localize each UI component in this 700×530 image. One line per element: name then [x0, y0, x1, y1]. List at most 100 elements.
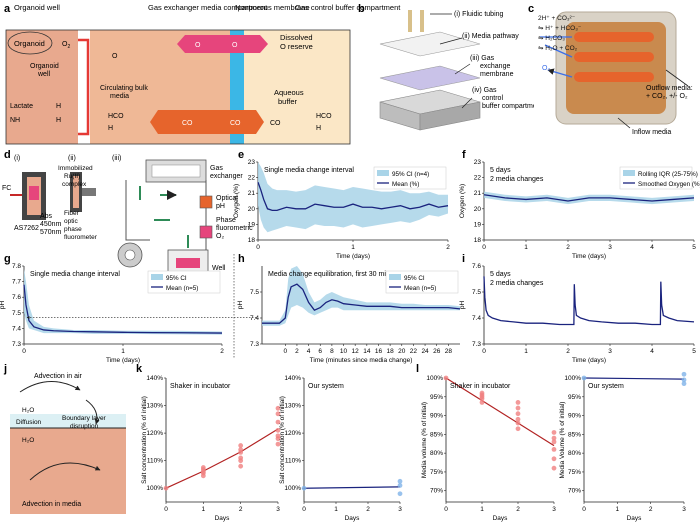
- data-point: [515, 400, 521, 405]
- x-tick-label: 1: [524, 348, 528, 355]
- y-tick-label: 70%: [430, 488, 443, 495]
- legend-ci-label: 95% CI (n=4): [392, 171, 429, 178]
- d-sub-i: (i): [14, 155, 20, 162]
- legend-swatch-ci: [377, 170, 389, 176]
- y-axis-label: Media volume (% of initial): [421, 402, 428, 478]
- well-label: Well: [212, 265, 226, 272]
- y-tick-label: 120%: [146, 430, 163, 437]
- hplus-label-1: H: [56, 103, 61, 110]
- x-tick-label: 26: [433, 348, 441, 355]
- y-tick-label: 100%: [564, 375, 581, 382]
- channel-1: [574, 32, 654, 42]
- y-tick-label: 90%: [430, 413, 443, 420]
- x-tick-label: 0: [444, 506, 448, 513]
- h2o-top-label: H₂O: [22, 407, 34, 414]
- panel-label-h: h: [238, 253, 245, 265]
- nh4-label: NH: [10, 117, 20, 124]
- x-tick-label: 5: [692, 244, 696, 251]
- legend-mean-label: Mean (n=5): [166, 285, 198, 292]
- x-tick-label: 2: [239, 506, 243, 513]
- y-tick-label: 7.6: [472, 263, 481, 270]
- top-plate: [379, 31, 481, 57]
- eq-line-4: ⇋ H₂O + CO₂: [538, 45, 578, 52]
- x-tick-label: 16: [375, 348, 383, 355]
- y-tick-label: 7.8: [12, 263, 21, 270]
- disruption-arrow: [85, 399, 100, 425]
- x-tick-label: 6: [318, 348, 322, 355]
- outflow-label: Outflow media: + CO₂, +/- O₂: [646, 85, 693, 100]
- legend-mean-label: Mean (%): [392, 181, 419, 188]
- y-axis-label: Salt concentration (% of initial): [279, 396, 286, 484]
- chart-i: 0 1 2 3 4 5 7.3 7.4 7.5 7.6 Time (days) pH 5 days 2 m…: [459, 263, 696, 364]
- data-point: [581, 375, 587, 381]
- panel-label-d: d: [4, 149, 11, 161]
- abs-label: Abs 450nm 570nm: [40, 213, 62, 236]
- chart-title: Shaker in incubator: [170, 383, 231, 390]
- x-tick-label: 1: [616, 506, 620, 513]
- x-tick-label: 2: [220, 348, 224, 355]
- o2-media-label: O: [112, 53, 118, 60]
- y-tick-label: 110%: [147, 458, 163, 465]
- y-axis-label: Oxygen (%): [233, 184, 240, 218]
- label-b-iii: (iii) Gas exchange membrane: [470, 55, 514, 78]
- x-tick-label: 2: [566, 244, 570, 251]
- hplus-left-label: H: [108, 125, 113, 132]
- y-tick-label: 20: [474, 206, 482, 213]
- y-tick-label: 22: [474, 175, 482, 182]
- y-tick-label: 7.5: [472, 289, 481, 296]
- panel-j: j Advection in air H₂O Diffusion H₂O Bou…: [3, 363, 126, 514]
- chart-title: Single media change interval: [30, 271, 120, 278]
- channel-3: [574, 72, 654, 82]
- panel-c: c 2H⁺ + CO₃²⁻ ⇋ H⁺ + HCO₃⁻ ⇋ H₂CO₃ ⇋ H₂O…: [528, 3, 698, 140]
- data-point: [515, 426, 521, 432]
- co2-exchange-arrow: [150, 110, 264, 134]
- x-tick-label: 3: [682, 506, 686, 513]
- ru-label: Immobilized Ru(II) complex: [58, 165, 93, 188]
- label-b-i: (i) Fluidic tubing: [454, 11, 504, 18]
- chart-title: Single media change interval: [264, 167, 354, 174]
- panel-label-e: e: [238, 149, 244, 161]
- data-point: [443, 375, 449, 381]
- data-point: [163, 485, 169, 491]
- legend-box: [385, 270, 459, 294]
- y-tick-label: 140%: [284, 375, 301, 382]
- circulating-media-label: Circulating bulk media: [100, 85, 148, 100]
- pointer-iii: [454, 63, 471, 75]
- chart-subtitle: 2 media changes: [490, 280, 544, 287]
- data-point: [397, 491, 403, 497]
- y-tick-label: 22: [248, 175, 256, 182]
- x-axis-label: Time (days): [572, 357, 606, 364]
- fit-line: [303, 486, 401, 489]
- data-point: [515, 411, 521, 417]
- mean-line: [483, 194, 695, 202]
- data-point: [479, 390, 485, 396]
- chart-title: Our system: [588, 383, 624, 390]
- y-tick-label: 21: [248, 190, 256, 197]
- header-gas-control: Gas control buffer compartment: [295, 3, 401, 12]
- panel-label-b: b: [358, 3, 365, 15]
- d-sub-iii: (iii): [112, 155, 121, 162]
- x-tick-label: 0: [283, 348, 287, 355]
- chart-title: Media change equilibration, first 30 min…: [268, 271, 394, 278]
- y-tick-label: 7.5: [250, 289, 259, 296]
- y-axis-label: pH: [0, 301, 6, 310]
- header-organoid-well: Organoid well: [14, 3, 60, 12]
- optical-ph-cell: [199, 195, 213, 209]
- y-tick-label: 18: [248, 237, 256, 244]
- ci-band: [258, 162, 448, 233]
- data-point: [681, 377, 687, 383]
- media-advection-arrow: [29, 462, 101, 481]
- data-point: [238, 443, 244, 448]
- o2-label-a: O2: [62, 41, 70, 50]
- eq-line-2: ⇋ H⁺ + HCO₃⁻: [538, 25, 582, 32]
- co2-left-label: CO: [182, 120, 193, 127]
- x-tick-label: 0: [22, 348, 26, 355]
- panel-label-l: l: [416, 363, 419, 375]
- x-tick-label: 4: [650, 348, 654, 355]
- legend-box: [147, 270, 221, 294]
- flow-arrows: [139, 186, 189, 248]
- channel-2: [574, 52, 654, 62]
- x-tick-label: 1: [480, 506, 484, 513]
- tubing-1: [408, 10, 412, 32]
